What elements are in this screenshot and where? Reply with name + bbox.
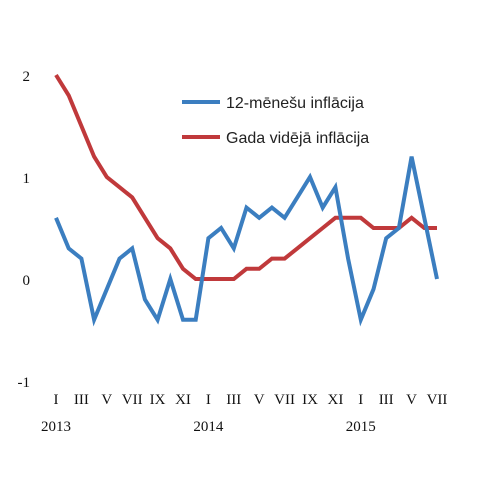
x-tick-label: I bbox=[206, 392, 211, 408]
y-tick-label: 0 bbox=[23, 273, 31, 289]
x-axis-year-labels: 2013 2014 2015 bbox=[41, 419, 376, 435]
x-tick-label: I bbox=[358, 392, 363, 408]
x-year-label: 2013 bbox=[41, 419, 71, 435]
y-tick-label: 1 bbox=[23, 171, 31, 187]
x-tick-label: V bbox=[254, 392, 265, 408]
x-year-label: 2014 bbox=[193, 419, 224, 435]
x-axis-ticks: I III V VII IX XI I III V VII IX XI I III V VII bbox=[54, 392, 448, 408]
x-tick-label: IX bbox=[150, 392, 166, 408]
legend-label: Gada vidējā inflācija bbox=[226, 130, 369, 147]
legend-item-annual-average-inflation: Gada vidējā inflācija bbox=[182, 130, 369, 147]
y-tick-label: 2 bbox=[23, 69, 31, 85]
series-layer bbox=[54, 73, 439, 327]
legend: 12-mēnešu inflācija Gada vidējā inflācij… bbox=[182, 95, 369, 147]
x-tick-label: III bbox=[74, 392, 89, 408]
x-tick-label: IX bbox=[302, 392, 318, 408]
x-tick-label: III bbox=[226, 392, 241, 408]
x-tick-label: V bbox=[101, 392, 112, 408]
x-tick-label: III bbox=[379, 392, 394, 408]
legend-item-12-month-inflation: 12-mēnešu inflācija bbox=[182, 95, 364, 112]
x-year-label: 2015 bbox=[346, 419, 376, 435]
legend-label: 12-mēnešu inflācija bbox=[226, 95, 364, 112]
x-tick-label: XI bbox=[327, 392, 343, 408]
x-tick-label: V bbox=[406, 392, 417, 408]
x-tick-label: VII bbox=[427, 392, 448, 408]
x-tick-label: VII bbox=[122, 392, 143, 408]
x-tick-label: XI bbox=[175, 392, 191, 408]
y-tick-label: -1 bbox=[18, 375, 31, 391]
y-axis-ticks: 2 1 0 -1 bbox=[18, 69, 31, 391]
x-tick-label: VII bbox=[274, 392, 295, 408]
x-tick-label: I bbox=[54, 392, 59, 408]
